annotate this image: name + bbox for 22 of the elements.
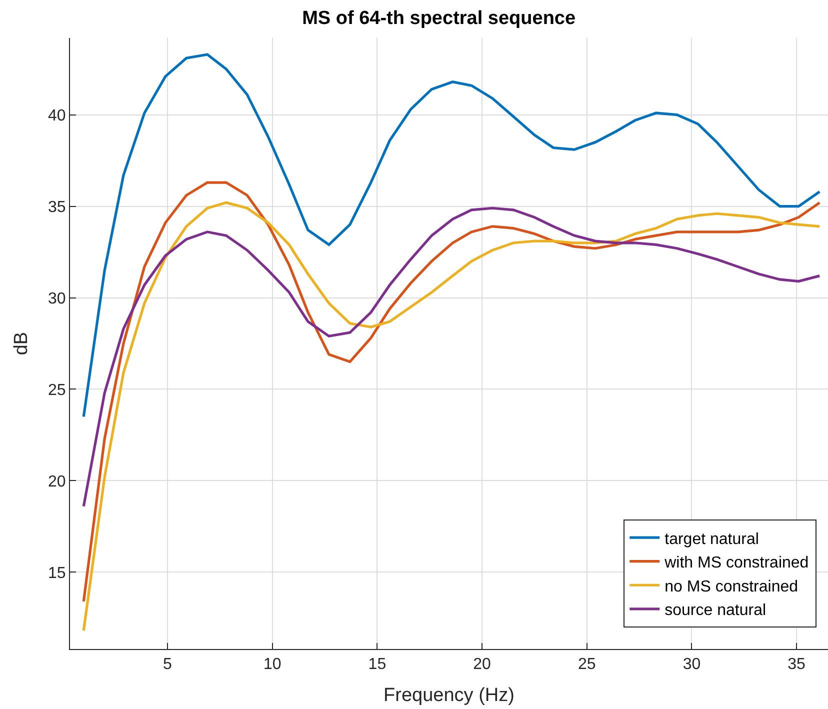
legend-label: source natural [664,602,766,620]
x-tick-label: 30 [682,656,701,674]
y-tick-label: 35 [48,198,66,216]
legend-label: no MS constrained [664,578,798,596]
legend-label: target natural [664,530,759,548]
x-tick-label: 20 [473,656,492,674]
y-tick-label: 40 [48,107,66,124]
x-axis-title: Frequency (Hz) [384,685,514,706]
x-tick-label: 10 [263,656,282,674]
line-series [82,53,821,418]
x-tick-label: 15 [368,656,386,674]
y-tick-label: 20 [48,473,66,490]
x-tick-label: 25 [578,656,596,674]
x-tick-label: 5 [163,656,172,674]
y-tick-label: 15 [48,564,66,582]
x-tick-label: 35 [788,656,806,674]
y-axis-title: dB [10,332,32,356]
line-series [82,206,821,508]
chart-title: MS of 64-th spectral sequence [302,8,576,29]
y-tick-label: 25 [48,382,66,399]
y-tick-label: 30 [48,290,66,308]
legend-label: with MS constrained [664,554,809,572]
